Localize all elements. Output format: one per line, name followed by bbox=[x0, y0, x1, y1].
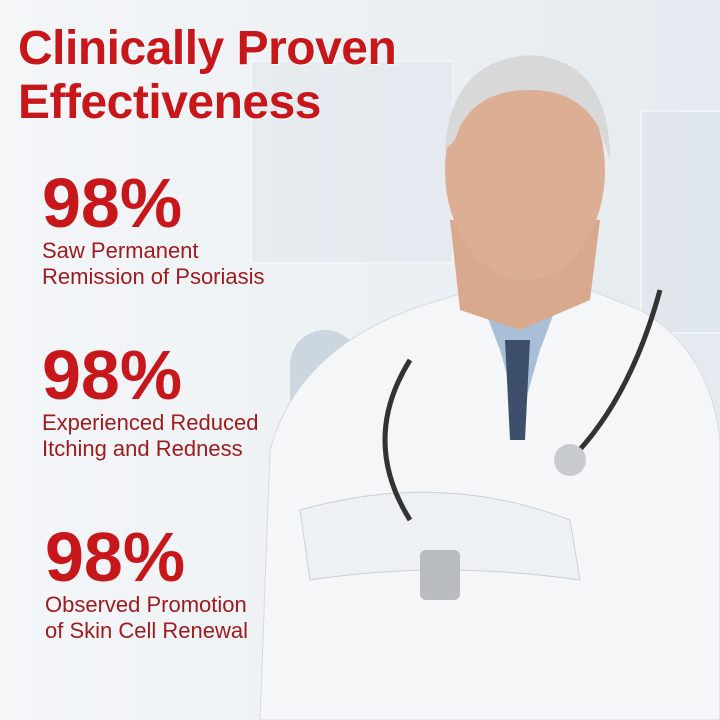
stat-value: 98% bbox=[45, 518, 186, 596]
stat-desc-2: Itching and Redness bbox=[42, 436, 243, 461]
stat-value: 98% bbox=[42, 164, 183, 242]
stat-renewal: 98% Observed Promotion of Skin Cell Rene… bbox=[45, 522, 248, 644]
title-line-2: Effectiveness bbox=[18, 76, 322, 129]
stat-desc-1: Saw Permanent bbox=[42, 238, 199, 263]
stat-desc-1: Observed Promotion bbox=[45, 592, 247, 617]
doctor-image bbox=[259, 55, 720, 720]
stat-desc-1: Experienced Reduced bbox=[42, 410, 259, 435]
stat-desc-2: of Skin Cell Renewal bbox=[45, 618, 248, 643]
stat-remission: 98% Saw Permanent Remission of Psoriasis bbox=[42, 168, 265, 290]
stat-desc-2: Remission of Psoriasis bbox=[42, 264, 265, 289]
stat-itching: 98% Experienced Reduced Itching and Redn… bbox=[42, 340, 258, 462]
stat-value: 98% bbox=[42, 336, 183, 414]
page-title: Clinically Proven Effectiveness bbox=[18, 22, 397, 130]
title-line-1: Clinically Proven bbox=[18, 22, 397, 75]
